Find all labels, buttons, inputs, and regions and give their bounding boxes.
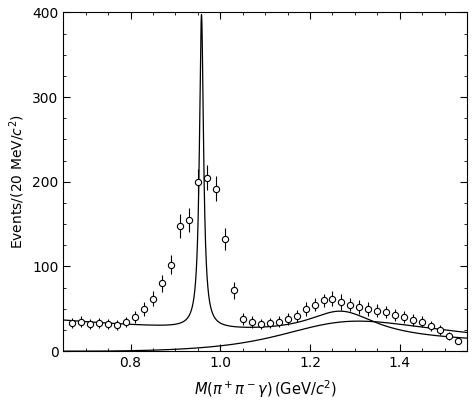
X-axis label: $M(\pi^+\pi^-\gamma)\,(\mathrm{GeV}/c^2)$: $M(\pi^+\pi^-\gamma)\,(\mathrm{GeV}/c^2)… [193,379,337,400]
Y-axis label: $\mathrm{Events/(20\ MeV}/c^2)$: $\mathrm{Events/(20\ MeV}/c^2)$ [7,114,27,249]
